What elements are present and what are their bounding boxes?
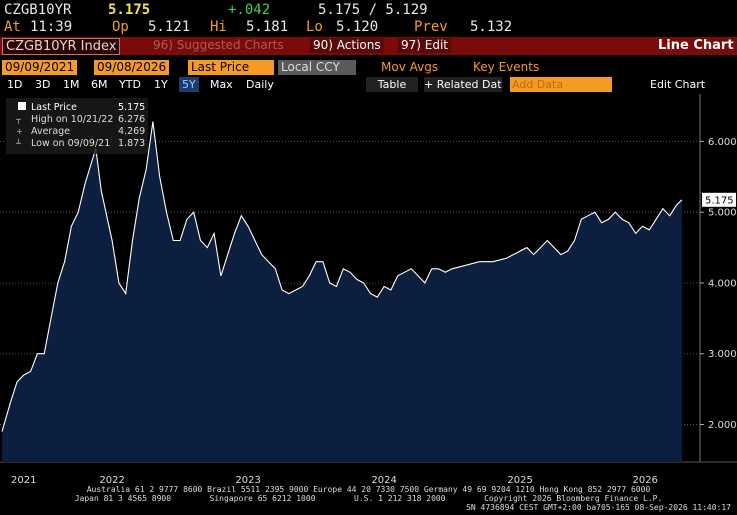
stat-icon: ┬ [15,115,21,125]
bid-ask: 5.175 / 5.129 [318,2,428,18]
x-tick-label: 2023 [235,475,260,486]
area-fill [2,121,682,462]
open-label: Op [112,19,129,35]
prev-label: Prev [414,19,448,35]
legend-label: Last Price [31,102,77,113]
period-button[interactable]: 1M [63,78,80,91]
period-button[interactable]: Max [210,78,233,91]
frequency[interactable]: Daily [246,78,274,91]
last-value-label: 5.175 [705,195,734,206]
actions-menu[interactable]: 90) Actions [310,38,384,53]
mov-avgs[interactable]: Mov Avgs [381,60,439,74]
price-line [1,121,683,432]
end-date[interactable]: 09/08/2026 [94,60,170,75]
legend-swatch [18,102,26,110]
table-button[interactable]: Table [366,77,418,92]
x-tick-label: 2024 [371,475,396,486]
key-events[interactable]: Key Events [473,60,540,74]
period-button[interactable]: 3D [35,78,51,91]
field-select[interactable]: Last Price [188,60,274,75]
start-date[interactable]: 09/09/2021 [2,60,78,75]
low-label: Lo [306,19,323,35]
open: 5.121 [148,19,191,35]
edit-chart[interactable]: Edit Chart [650,78,706,91]
currency-select[interactable]: Local CCY [278,60,356,75]
stat-value: 4.269 [118,126,145,137]
x-tick-label: 2022 [99,475,124,486]
period-button[interactable]: 6M [91,78,108,91]
low: 5.120 [336,19,379,35]
y-tick-label: 2.000 [708,420,737,431]
footer-line: Australia 61 2 9777 8600 Brazil 5511 239… [86,485,651,494]
period-button[interactable]: YTD [119,78,141,91]
y-tick-label: 6.000 [708,137,737,148]
footer-line: SN 4736894 CEST GMT+2:00 ba705-165 08-Se… [466,503,731,512]
change: +.042 [228,2,271,18]
related-data[interactable]: + Related Dat [424,77,502,92]
legend-value: 5.175 [118,102,145,113]
x-tick-label: 2025 [507,475,532,486]
y-tick-label: 3.000 [708,349,737,360]
time: 11:39 [30,19,73,35]
stat-icon: + [16,127,23,136]
last-price: 5.175 [108,2,151,18]
stat-label: Average [31,126,70,137]
add-data[interactable]: Add Data [510,77,612,92]
time-label: At [4,19,21,35]
period-button[interactable]: 5Y [179,77,199,92]
stat-value: 6.276 [118,114,145,125]
line-chart-button[interactable]: Line Chart [658,38,734,53]
stat-value: 1.873 [118,138,145,149]
stat-label: High on 10/21/22 [31,114,113,125]
y-tick-label: 5.000 [708,208,737,219]
prev: 5.132 [470,19,513,35]
suggested-charts[interactable]: 96) Suggested Charts [153,38,284,52]
x-tick-label: 2026 [632,475,657,486]
security-field[interactable]: CZGB10YR Index [2,38,121,55]
stat-icon: ┴ [15,138,21,148]
stat-label: Low on 09/09/21 [31,138,110,149]
legend-box [6,98,148,154]
last-value-tag [702,192,736,207]
ticker: CZGB10YR [4,2,72,18]
x-tick-label: 2021 [11,475,36,486]
edit-menu[interactable]: 97) Edit [398,38,452,53]
high-label: Hi [210,19,227,35]
y-tick-label: 4.000 [708,278,737,289]
high: 5.181 [246,19,289,35]
footer-line: Japan 81 3 4565 8900 Singapore 65 6212 1… [74,494,663,503]
period-button[interactable]: 1Y [154,78,168,91]
period-button[interactable]: 1D [7,78,23,91]
